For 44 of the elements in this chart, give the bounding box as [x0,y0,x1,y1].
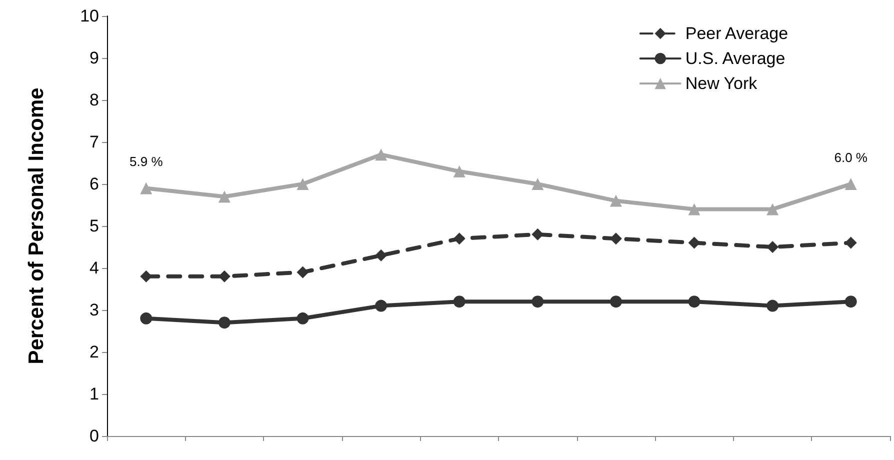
point [453,165,466,178]
y-tick-label: 4 [90,258,99,278]
y-tick-label: 5 [90,216,99,236]
y-tick-label: 2 [90,342,99,362]
point [844,236,857,249]
point [610,296,622,308]
point [218,190,230,203]
point [610,194,622,207]
legend-label: U.S. Average [685,49,786,68]
point [375,300,388,312]
point [844,178,857,190]
point [296,266,309,278]
point [140,312,152,324]
data-label: 6.0 % [834,150,868,165]
point [688,236,700,249]
y-tick-label: 6 [90,174,99,194]
y-tick-label: 8 [90,90,99,110]
y-tick-label: 0 [90,426,99,446]
y-tick-label: 3 [90,300,99,320]
legend-label: Peer Average [685,24,788,43]
point [688,296,700,308]
point [532,296,544,308]
y-axis-title: Percent of Personal Income [25,88,48,364]
point [375,148,388,161]
point [844,296,857,308]
point [140,182,152,194]
point [296,178,309,190]
y-tick-label: 1 [90,384,99,404]
point [375,249,388,262]
point [453,232,466,245]
data-label: 5.9 % [130,154,164,170]
point [688,203,700,216]
y-tick-label: 7 [90,132,99,152]
point [766,241,779,253]
point [532,228,544,240]
point [532,178,544,190]
point [453,296,466,308]
point [766,203,779,216]
y-tick-label: 9 [90,48,99,68]
legend-label: New York [685,74,758,93]
point [296,312,309,324]
y-tick-label: 10 [80,6,99,26]
point [766,300,779,312]
point [218,316,230,329]
